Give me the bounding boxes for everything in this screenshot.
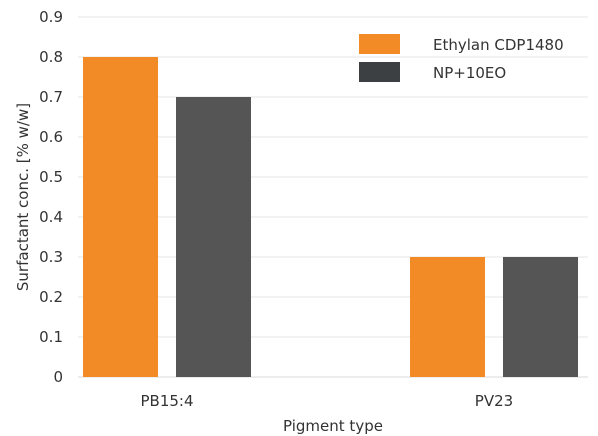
bar-ethylan-pb154 — [83, 57, 158, 377]
y-axis-title: Surfactant conc. [% w/w] — [14, 103, 32, 291]
legend-label: NP+10EO — [433, 64, 506, 82]
y-tick-label: 0.1 — [39, 328, 63, 346]
legend-swatch — [359, 62, 400, 82]
x-tick-label: PV23 — [475, 392, 513, 410]
legend-swatch — [359, 34, 400, 54]
x-axis-title: Pigment type — [283, 417, 383, 435]
x-axis-ticks: PB15:4 PV23 — [140, 392, 513, 410]
y-tick-label: 0.5 — [39, 168, 63, 186]
bars — [83, 57, 578, 377]
gridlines — [78, 16, 588, 378]
y-tick-label: 0.4 — [39, 208, 63, 226]
legend: Ethylan CDP1480 NP+10EO — [359, 34, 564, 82]
x-tick-label: PB15:4 — [140, 392, 193, 410]
y-tick-label: 0.3 — [39, 248, 63, 266]
y-tick-label: 0.9 — [39, 8, 63, 26]
y-tick-label: 0.8 — [39, 48, 63, 66]
legend-label: Ethylan CDP1480 — [433, 36, 564, 54]
y-axis-ticks: 0 0.1 0.2 0.3 0.4 0.5 0.6 0.7 0.8 0.9 — [39, 8, 63, 386]
bar-np10eo-pb154 — [176, 97, 251, 377]
y-tick-label: 0.7 — [39, 88, 63, 106]
y-tick-label: 0.2 — [39, 288, 63, 306]
bar-ethylan-pv23 — [410, 257, 485, 377]
bar-np10eo-pv23 — [503, 257, 578, 377]
y-tick-label: 0 — [53, 368, 63, 386]
y-tick-label: 0.6 — [39, 128, 63, 146]
